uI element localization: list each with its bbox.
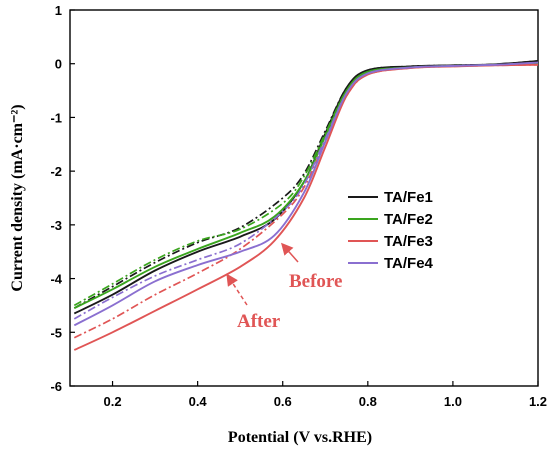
legend-label-2: TA/Fe2 [384,211,433,228]
y-tick-label: 0 [55,57,62,72]
x-axis: 0.2 0.4 0.6 0.8 1.0 1.2 [104,381,547,409]
y-tick-label: -6 [50,379,62,394]
legend-label-3: TA/Fe3 [384,233,433,250]
x-axis-title: Potential (V vs.RHE) [228,429,372,446]
legend: TA/Fe1 TA/Fe2 TA/Fe3 TA/Fe4 [348,189,434,272]
plot-frame [69,9,539,387]
y-tick-label: -5 [50,325,62,340]
y-axis-title: Current density (mA·cm⁻²) [9,104,26,291]
series-ta-fe3-after-line [73,63,539,339]
x-tick-label: 0.6 [274,394,292,409]
y-tick-label: -1 [50,110,62,125]
after-arrow [226,273,248,306]
x-tick-label: 1.2 [529,394,547,409]
y-tick-label: 1 [55,3,62,18]
x-tick-label: 1.0 [444,394,462,409]
y-axis: 1 0 -1 -2 -3 -4 -5 -6 [50,3,75,394]
series-ta-fe4-before-line [73,61,539,327]
y-tick-label: -3 [50,218,62,233]
series-layer [73,60,539,351]
x-tick-label: 0.8 [359,394,377,409]
series-ta-fe3-before-line [73,63,539,351]
x-tick-label: 0.2 [104,394,122,409]
legend-label-4: TA/Fe4 [384,255,434,272]
x-tick-label: 0.4 [189,394,208,409]
annotations: Before After [226,242,342,332]
y-tick-label: -2 [50,164,62,179]
before-arrow [281,242,299,263]
legend-label-1: TA/Fe1 [384,189,433,206]
y-tick-label: -4 [50,272,62,287]
before-label: Before [289,271,342,292]
after-label: After [237,311,281,332]
series-ta-fe2-after-line [73,62,539,307]
